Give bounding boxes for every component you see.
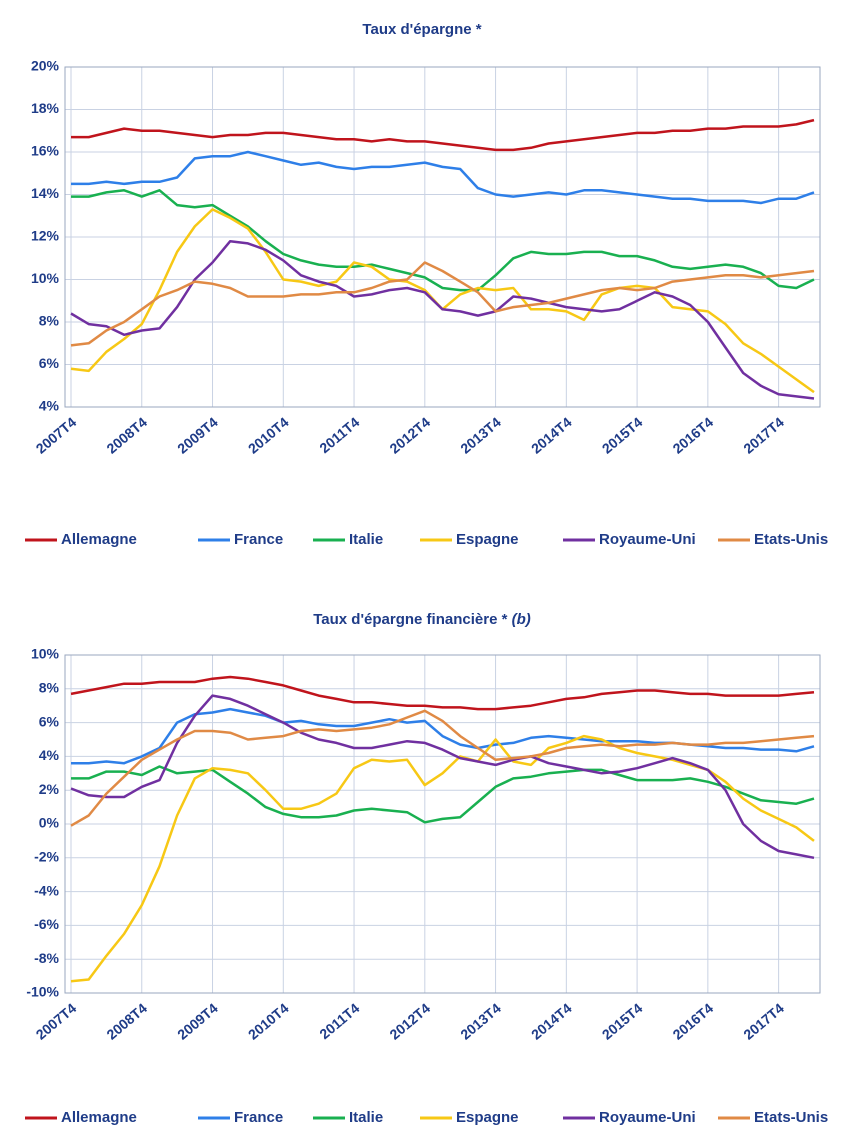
y-tick-label: -4% — [34, 882, 59, 898]
series-line — [70, 675, 815, 711]
chart-title: Taux d'épargne * — [362, 21, 481, 38]
series-line — [70, 694, 815, 860]
x-tick-label: 2016T4 — [670, 414, 717, 457]
y-tick-label: 16% — [31, 143, 60, 159]
series-line — [71, 765, 815, 824]
series-line — [71, 118, 815, 152]
y-tick-label: 18% — [31, 100, 60, 116]
x-tick-label: 2017T4 — [740, 414, 787, 457]
x-tick-label: 2010T4 — [245, 1000, 292, 1043]
x-tick-label: 2010T4 — [245, 414, 292, 457]
x-tick-label: 2007T4 — [33, 1000, 80, 1043]
legend-label: Italie — [349, 531, 383, 548]
y-tick-label: 4% — [39, 398, 60, 414]
x-tick-label: 2009T4 — [174, 414, 221, 457]
y-tick-label: 0% — [39, 815, 60, 831]
series-line — [70, 709, 815, 827]
y-tick-label: 12% — [31, 228, 60, 244]
y-tick-label: 20% — [31, 58, 60, 74]
y-tick-label: 2% — [39, 781, 60, 797]
x-tick-label: 2013T4 — [457, 1000, 504, 1043]
x-tick-label: 2011T4 — [316, 414, 362, 456]
plot-border — [64, 66, 821, 408]
y-tick-label: 8% — [39, 313, 60, 329]
series-line — [70, 734, 815, 983]
legend-label: Etats-Unis — [754, 531, 828, 548]
legend-label: Allemagne — [61, 531, 137, 548]
y-tick-label: 14% — [31, 185, 60, 201]
series-line — [71, 150, 815, 205]
legend-label: France — [234, 1109, 283, 1126]
x-tick-label: 2013T4 — [457, 414, 504, 457]
series-line — [70, 239, 815, 400]
y-tick-label: 4% — [39, 747, 60, 763]
y-tick-label: 8% — [39, 680, 60, 696]
x-tick-label: 2015T4 — [599, 414, 646, 457]
series-line — [70, 261, 815, 347]
x-tick-label: 2015T4 — [599, 1000, 646, 1043]
x-tick-label: 2017T4 — [740, 1000, 787, 1043]
x-tick-label: 2011T4 — [316, 1000, 362, 1042]
chart-title: Taux d'épargne financière * (b) — [313, 611, 531, 628]
chart-title: Taux d'épargne financière * — [313, 611, 507, 628]
x-tick-label: 2016T4 — [670, 1000, 717, 1043]
legend-label: Allemagne — [61, 1109, 137, 1126]
x-tick-label: 2008T4 — [103, 414, 150, 457]
plot-border — [64, 654, 821, 994]
x-tick-label: 2014T4 — [528, 1000, 575, 1043]
legend-label: Etats-Unis — [754, 1109, 828, 1126]
legend-label: France — [234, 531, 283, 548]
legend-label: Espagne — [456, 1109, 519, 1126]
x-tick-label: 2008T4 — [103, 1000, 150, 1043]
chart-title-note: (b) — [512, 611, 531, 628]
y-tick-label: -10% — [26, 984, 59, 1000]
x-tick-label: 2009T4 — [174, 1000, 221, 1043]
x-tick-label: 2012T4 — [386, 1000, 433, 1043]
x-tick-label: 2014T4 — [528, 414, 575, 457]
series-line — [71, 189, 815, 292]
y-tick-label: -2% — [34, 849, 59, 865]
y-tick-label: -8% — [34, 950, 59, 966]
y-tick-label: 10% — [31, 270, 60, 286]
y-tick-label: 6% — [39, 355, 60, 371]
legend-label: Royaume-Uni — [599, 1109, 696, 1126]
y-tick-label: 6% — [39, 713, 60, 729]
y-tick-label: 10% — [31, 646, 60, 662]
legend-label: Italie — [349, 1109, 383, 1126]
x-tick-label: 2012T4 — [386, 414, 433, 457]
legend-label: Royaume-Uni — [599, 531, 696, 548]
x-tick-label: 2007T4 — [33, 414, 80, 457]
legend-label: Espagne — [456, 531, 519, 548]
y-tick-label: -6% — [34, 916, 59, 932]
